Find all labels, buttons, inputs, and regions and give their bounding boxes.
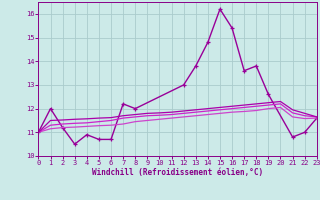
X-axis label: Windchill (Refroidissement éolien,°C): Windchill (Refroidissement éolien,°C) — [92, 168, 263, 177]
